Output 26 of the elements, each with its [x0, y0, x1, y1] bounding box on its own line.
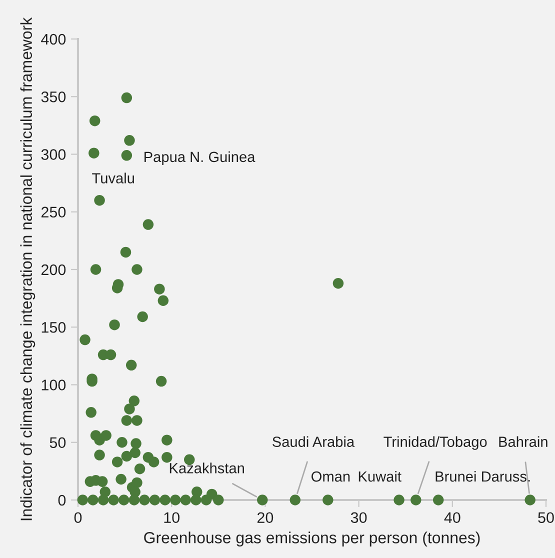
- y-axis-title: Indicator of climate change integration in national curriculum framework: [20, 17, 36, 520]
- y-tick-label: 50: [50, 437, 66, 448]
- annotation: Saudi Arabia: [272, 436, 355, 447]
- x-tick-label: 0: [74, 512, 82, 524]
- x-tick-label: 50: [538, 512, 554, 524]
- y-tick-label: 0: [58, 494, 66, 506]
- x-axis-title: Greenhouse gas emissions per person (tonnes): [144, 532, 480, 546]
- y-tick-label: 400: [41, 34, 66, 45]
- y-tick-label: 250: [41, 206, 66, 218]
- x-tick-label: 40: [444, 512, 460, 524]
- annotation: Bahrain: [499, 436, 548, 447]
- annotation: Brunei Daruss.: [436, 470, 530, 482]
- y-tick-label: 350: [41, 91, 66, 102]
- x-tick-label: 30: [350, 512, 367, 524]
- y-tick-label: 100: [42, 380, 66, 390]
- x-tick-label: 10: [164, 512, 180, 524]
- x-tick-label: 20: [257, 512, 274, 524]
- annotation: Kazakhstan: [170, 462, 244, 474]
- annotation: Papua N. Guinea: [144, 151, 256, 165]
- annotation: Tuvalu: [92, 172, 134, 184]
- y-tick-label: 150: [42, 322, 66, 333]
- y-tick-label: 200: [41, 264, 66, 276]
- annotation: Trinidad/Tobago: [384, 436, 487, 450]
- annotation: Kuwait: [358, 470, 402, 482]
- annotation: Oman: [312, 471, 350, 482]
- y-tick-label: 300: [41, 149, 66, 160]
